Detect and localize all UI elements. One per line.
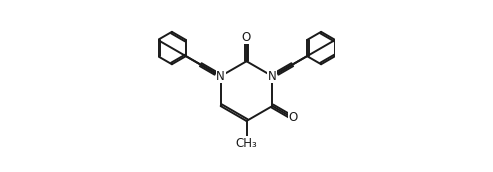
Text: N: N: [216, 70, 225, 83]
Text: O: O: [288, 111, 298, 125]
Text: N: N: [268, 70, 277, 83]
Text: CH₃: CH₃: [236, 137, 257, 150]
Text: O: O: [242, 31, 251, 44]
